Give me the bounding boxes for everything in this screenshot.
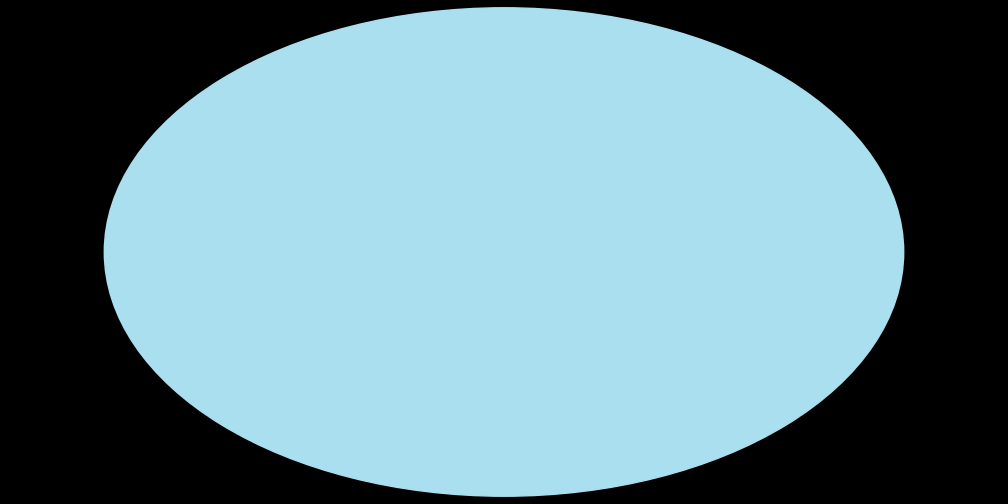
Ellipse shape [104,8,904,496]
